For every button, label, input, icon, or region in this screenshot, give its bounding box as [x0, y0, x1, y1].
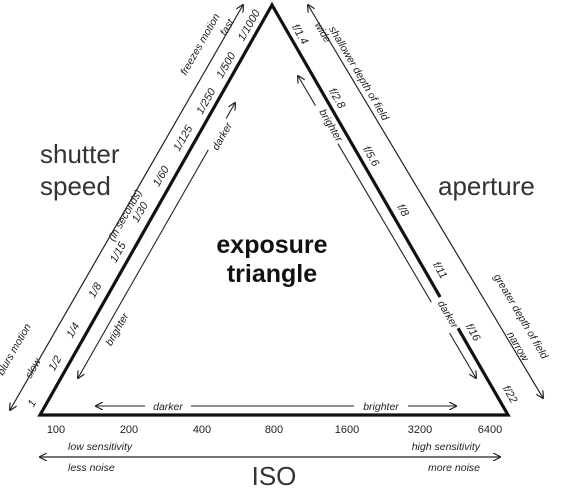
shutter-outer-freezes-motion: freezes motion	[178, 11, 223, 77]
aperture-value-f2-8: f/2.8	[326, 86, 348, 111]
iso-inner-darker: darker	[153, 401, 183, 413]
iso-high-sensitivity: high sensitivity	[412, 441, 481, 453]
aperture-value-f11: f/11	[430, 260, 449, 281]
iso-value-800: 800	[265, 424, 283, 436]
shutter-value-1-250: 1/250	[194, 86, 218, 117]
aperture-label: aperture	[438, 171, 535, 201]
iso-value-400: 400	[193, 424, 211, 436]
iso-more-noise: more noise	[428, 462, 480, 474]
iso-values: 100 200 400 800 1600 3200 6400	[47, 424, 502, 436]
aperture-value-f22: f/22	[500, 384, 520, 406]
aperture-values: f/1.4 f/2.8 f/5.6 f/8 f/11 f/16 f/22	[289, 22, 519, 405]
shutter-value-1-2: 1/2	[46, 354, 64, 373]
iso-less-noise: less noise	[68, 462, 115, 474]
iso-value-1600: 1600	[335, 424, 359, 436]
iso-inner-brighter: brighter	[363, 401, 399, 413]
shutter-value-1-8: 1/8	[86, 280, 104, 300]
iso-low-sensitivity: low sensitivity	[68, 441, 133, 453]
shutter-outer-slow: slow	[23, 355, 45, 380]
iso-label: ISO	[252, 461, 297, 490]
aperture-value-f8: f/8	[394, 202, 411, 219]
shutter-value-1-4: 1/4	[64, 321, 82, 340]
shutter-speed-label-line2: speed	[40, 171, 111, 201]
diagram-title-line2: triangle	[227, 260, 317, 288]
iso-value-200: 200	[120, 424, 138, 436]
main-triangle	[37, 1, 511, 417]
shutter-value-1-500: 1/500	[214, 50, 238, 81]
shutter-values: 1 1/2 1/4 1/8 1/15 1/30 1/60 1/125 1/250…	[26, 7, 264, 409]
shutter-value-1: 1	[26, 398, 39, 409]
shutter-inner-darker: darker	[210, 120, 235, 152]
iso-value-100: 100	[47, 424, 65, 436]
diagram-title-line1: exposure	[216, 231, 327, 259]
iso-value-6400: 6400	[478, 424, 502, 436]
iso-value-3200: 3200	[408, 424, 432, 436]
shutter-speed-label-line1: shutter	[40, 139, 120, 169]
